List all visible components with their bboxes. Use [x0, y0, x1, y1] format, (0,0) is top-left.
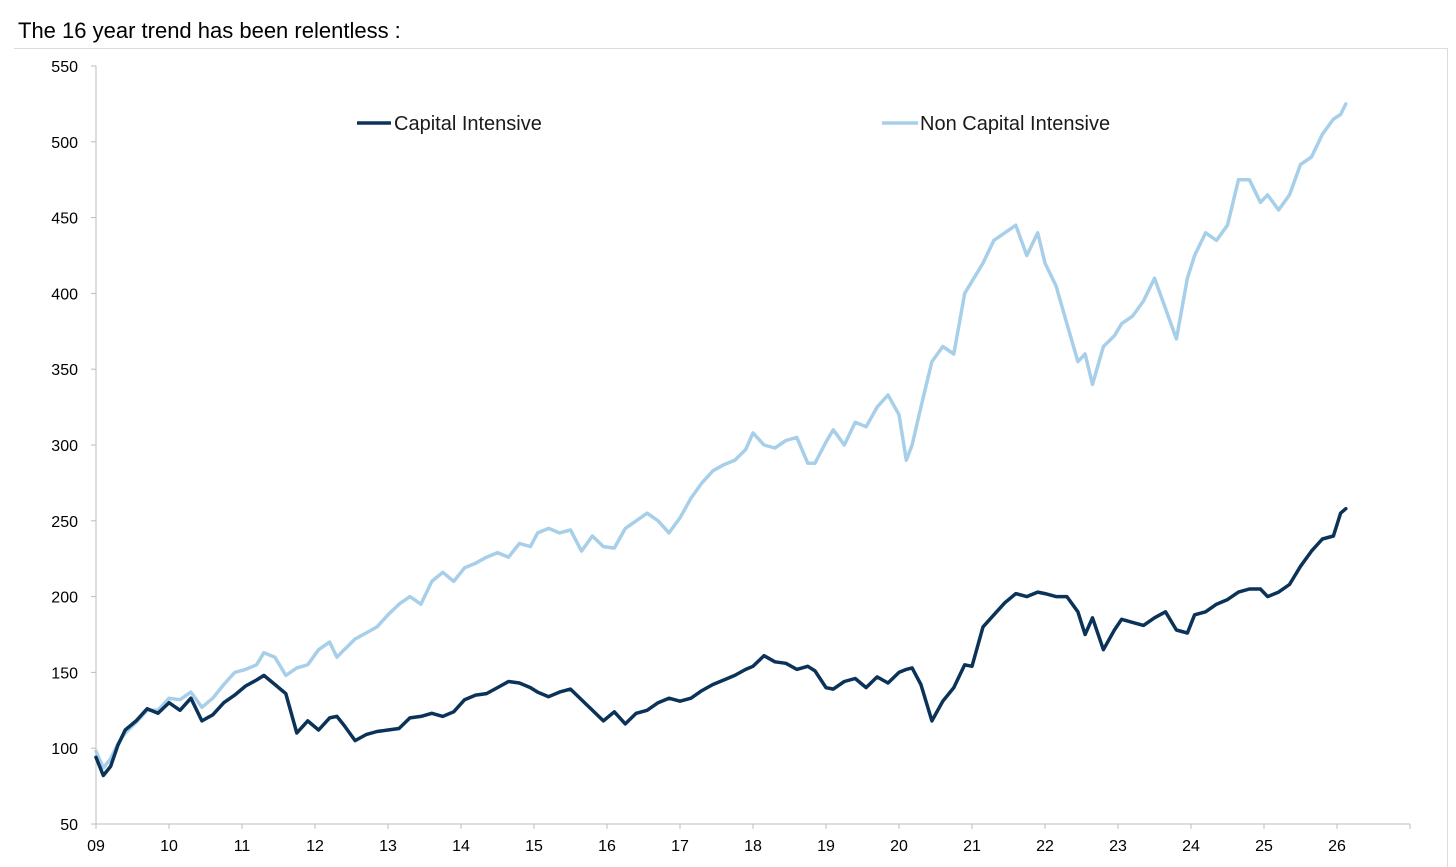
x-tick-label: 26 — [1328, 838, 1346, 855]
y-tick-label: 550 — [51, 59, 78, 76]
x-tick-label: 11 — [234, 838, 251, 855]
frame-top-border — [14, 48, 1448, 49]
y-tick-label: 500 — [51, 135, 78, 152]
x-tick-label: 10 — [160, 838, 178, 855]
x-tick-label: 19 — [817, 838, 835, 855]
x-tick-label: 14 — [452, 838, 470, 855]
x-tick-label: 24 — [1182, 838, 1200, 855]
x-tick-label: 13 — [379, 838, 397, 855]
chart-axes: 50 100 150 200 250 300 350 400 450 500 550 09 10 11 12… — [51, 59, 1411, 855]
y-tick-label: 450 — [51, 211, 78, 228]
x-tick-label: 17 — [671, 838, 689, 855]
chart-series — [94, 102, 1348, 778]
y-tick-label: 250 — [51, 514, 78, 531]
legend-label-non-capital-intensive: Non Capital Intensive — [920, 113, 1110, 135]
chart-legend: Capital Intensive Non Capital Intensive — [357, 113, 1110, 135]
x-tick-label: 21 — [963, 838, 981, 855]
y-tick-label: 150 — [51, 665, 78, 682]
y-tick-label: 200 — [51, 590, 78, 607]
x-tick-label: 15 — [525, 838, 543, 855]
frame-right-border — [1447, 48, 1448, 867]
x-tick-label: 12 — [306, 838, 324, 855]
y-tick-label: 100 — [51, 741, 78, 758]
chart-heading: The 16 year trend has been relentless : — [18, 18, 401, 43]
x-tick-label: 16 — [598, 838, 616, 855]
y-tick-label: 300 — [51, 438, 78, 455]
y-tick-label: 50 — [60, 817, 78, 834]
series-line-capital-intensive — [94, 506, 1348, 778]
series-line-non-capital-intensive — [94, 102, 1348, 770]
x-tick-label: 23 — [1109, 838, 1127, 855]
x-tick-label: 20 — [890, 838, 908, 855]
x-tick-label: 09 — [87, 838, 105, 855]
y-tick-label: 400 — [51, 286, 78, 303]
x-tick-label: 22 — [1036, 838, 1054, 855]
x-tick-label: 18 — [744, 838, 762, 855]
y-tick-label: 350 — [51, 362, 78, 379]
legend-label-capital-intensive: Capital Intensive — [394, 113, 542, 135]
x-tick-label: 25 — [1255, 838, 1273, 855]
